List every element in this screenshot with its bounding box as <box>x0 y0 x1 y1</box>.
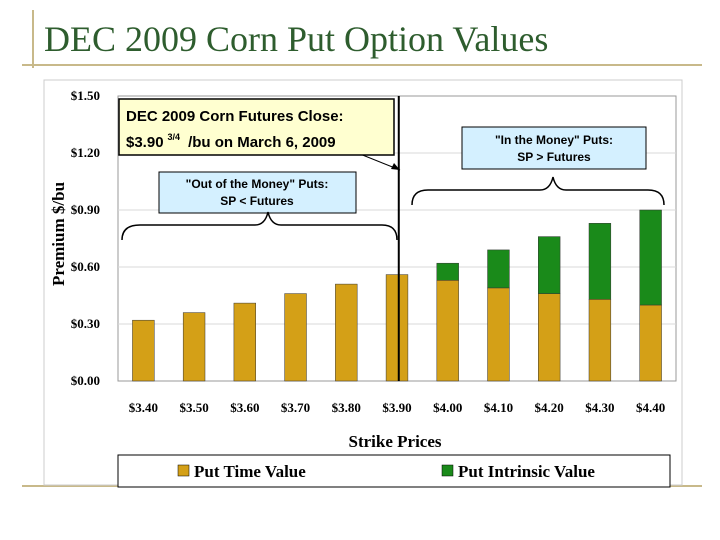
itm-annotation: "In the Money" Puts: SP > Futures <box>461 126 647 170</box>
futures-annotation-line2: $3.90 3/4/bu on March 6, 2009 <box>126 132 336 151</box>
y-tick-label: $0.30 <box>71 316 100 331</box>
bar-put-time-value <box>588 299 612 382</box>
bar-put-time-value <box>233 302 256 382</box>
x-tick-label: $4.40 <box>636 400 665 415</box>
bar-put-time-value <box>436 280 459 382</box>
bars <box>132 209 662 382</box>
legend-label-time-value: Put Time Value <box>194 462 306 481</box>
page-title: DEC 2009 Corn Put Option Values <box>44 19 549 59</box>
bar-put-time-value <box>538 293 561 382</box>
x-axis-title: Strike Prices <box>349 432 442 451</box>
x-tick-labels: $3.40 $3.50 $3.60 $3.70 $3.80 $3.90 $4.00 $4.10… <box>129 400 666 415</box>
futures-annotation-box <box>118 98 395 156</box>
otm-annotation-line1: "Out of the Money" Puts: <box>186 177 329 191</box>
futures-arrowhead <box>391 163 400 170</box>
x-tick-label: $4.10 <box>484 400 513 415</box>
x-tick-label: $3.70 <box>281 400 310 415</box>
bar-put-intrinsic-value <box>588 223 612 300</box>
legend-box <box>117 454 671 488</box>
y-tick-label: $0.00 <box>71 373 100 388</box>
bar-put-intrinsic-value <box>639 209 662 306</box>
otm-annotation-line2: SP < Futures <box>220 194 294 208</box>
bar-put-time-value <box>487 287 510 382</box>
decor-vline-left <box>32 10 34 68</box>
x-tick-label: $3.60 <box>230 400 259 415</box>
bar-put-intrinsic-value <box>487 249 510 289</box>
x-tick-label: $4.20 <box>535 400 564 415</box>
legend-swatch-time-value <box>177 464 190 477</box>
x-tick-label: $3.50 <box>179 400 208 415</box>
bar-put-time-value <box>284 293 307 382</box>
itm-brace <box>411 176 665 206</box>
futures-annotation-line1: DEC 2009 Corn Futures Close: <box>126 108 344 125</box>
x-tick-label: $4.30 <box>585 400 614 415</box>
bar-put-intrinsic-value <box>436 262 459 281</box>
x-tick-label: $4.00 <box>433 400 462 415</box>
x-tick-label: $3.40 <box>129 400 158 415</box>
itm-annotation-line1: "In the Money" Puts: <box>495 133 613 147</box>
x-tick-label: $3.90 <box>382 400 411 415</box>
bar-put-time-value <box>385 274 409 382</box>
y-tick-labels: $0.00 $0.30 $0.60 $0.90 $1.20 $1.50 <box>71 88 100 388</box>
y-tick-label: $1.20 <box>71 145 100 160</box>
bar-put-intrinsic-value <box>538 236 561 294</box>
bar-put-time-value <box>132 319 155 382</box>
bar-put-time-value <box>639 304 662 382</box>
futures-price: $3.90 <box>126 134 164 151</box>
y-tick-label: $0.60 <box>71 259 100 274</box>
futures-annotation: DEC 2009 Corn Futures Close: $3.90 3/4/bu… <box>118 98 395 156</box>
otm-brace <box>121 211 398 241</box>
futures-price-fraction: 3/4 <box>168 132 181 142</box>
legend: Put Time Value Put Intrinsic Value <box>117 454 671 488</box>
bar-put-time-value <box>182 312 206 382</box>
x-tick-label: $3.80 <box>332 400 361 415</box>
otm-annotation: "Out of the Money" Puts: SP < Futures <box>158 171 357 214</box>
otm-annotation-box <box>158 171 357 214</box>
y-tick-label: $1.50 <box>71 88 100 103</box>
y-axis-title: Premium $/bu <box>49 182 68 286</box>
y-tick-label: $0.90 <box>71 202 100 217</box>
decor-hline-top <box>22 64 702 66</box>
itm-annotation-line2: SP > Futures <box>517 150 591 164</box>
legend-swatch-intrinsic-value <box>441 464 454 477</box>
itm-annotation-box <box>461 126 647 170</box>
legend-label-intrinsic-value: Put Intrinsic Value <box>458 462 595 481</box>
futures-date: /bu on March 6, 2009 <box>188 134 336 151</box>
bar-put-time-value <box>335 283 358 382</box>
